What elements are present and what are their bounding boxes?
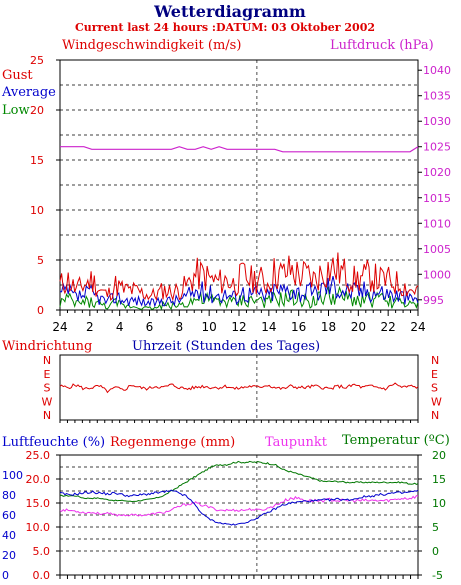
wind-tick-label: 15 <box>30 154 44 167</box>
wind-tick-label: 20 <box>30 104 44 117</box>
legend-average: Average <box>1 85 56 100</box>
rain-tick-label: 0.0 <box>33 569 51 582</box>
series-dewpoint <box>59 495 419 517</box>
direction-label-right: N <box>431 354 439 367</box>
temperature-axis-title: Temperatur (ºC) <box>342 433 450 448</box>
humidity-tick-label: 0 <box>2 569 9 582</box>
pressure-axis-title: Luftdruck (hPa) <box>330 38 434 53</box>
pressure-tick-label: 1030 <box>423 115 451 128</box>
rain-tick-label: 5.0 <box>33 545 51 558</box>
series-humidity <box>59 489 419 526</box>
legend-gust: Gust <box>2 68 33 83</box>
series-pressure <box>60 146 419 153</box>
pressure-tick-label: 1040 <box>423 64 451 77</box>
pressure-tick-label: 995 <box>423 294 444 307</box>
direction-label-right: E <box>431 368 438 381</box>
chart-subtitle: Current last 24 hours :DATUM: 03 Oktober… <box>75 21 375 34</box>
hour-tick-label: 16 <box>291 320 306 334</box>
temperature-tick-label: 20 <box>432 449 446 462</box>
pressure-tick-label: 1035 <box>423 90 451 103</box>
dew-axis-title: Taupunkt <box>265 435 328 450</box>
direction-label-left: S <box>44 382 51 395</box>
wind-tick-label: 25 <box>30 54 44 67</box>
direction-label-left: N <box>43 409 51 422</box>
hour-tick-label: 20 <box>351 320 366 334</box>
direction-label-right: S <box>431 382 438 395</box>
temperature-tick-label: 10 <box>432 497 446 510</box>
humidity-tick-label: 40 <box>2 529 16 542</box>
chart-title: Wetterdiagramm <box>153 2 306 21</box>
hour-tick-label: 8 <box>176 320 184 334</box>
rain-tick-label: 10.0 <box>26 521 51 534</box>
temperature-tick-label: 15 <box>432 473 446 486</box>
wind-tick-label: 10 <box>30 204 44 217</box>
rain-tick-label: 15.0 <box>26 497 51 510</box>
pressure-tick-label: 1010 <box>423 217 451 230</box>
rain-tick-label: 25.0 <box>26 449 51 462</box>
temperature-tick-label: -5 <box>432 569 443 582</box>
time-axis-title: Uhrzeit (Stunden des Tages) <box>132 339 320 354</box>
hour-tick-label: 12 <box>231 320 246 334</box>
wind-tick-label: 0 <box>37 304 44 317</box>
series-temperature <box>59 460 419 503</box>
hour-tick-label: 6 <box>146 320 154 334</box>
temperature-tick-label: 0 <box>432 545 439 558</box>
humidity-tick-label: 60 <box>2 509 16 522</box>
rain-axis-title: Regenmenge (mm) <box>110 435 235 450</box>
humidity-tick-label: 100 <box>2 469 23 482</box>
hour-tick-label: 14 <box>261 320 276 334</box>
hour-tick-label: 10 <box>202 320 217 334</box>
direction-label-right: W <box>431 395 442 408</box>
direction-label-left: N <box>43 354 51 367</box>
direction-axis-title: Windrichtung <box>2 339 92 354</box>
series-direction <box>59 382 419 394</box>
direction-label-left: E <box>44 368 51 381</box>
pressure-tick-label: 1025 <box>423 141 451 154</box>
hour-tick-label: 18 <box>321 320 336 334</box>
direction-label-right: N <box>431 409 439 422</box>
humidity-axis-title: Luftfeuchte (%) <box>2 435 105 450</box>
hour-tick-label: 22 <box>381 320 396 334</box>
hour-tick-label: 24 <box>52 320 67 334</box>
rain-tick-label: 20.0 <box>26 473 51 486</box>
hour-tick-label: 24 <box>410 320 425 334</box>
hour-tick-label: 4 <box>116 320 124 334</box>
pressure-tick-label: 1015 <box>423 192 451 205</box>
series-average <box>59 275 419 308</box>
pressure-tick-label: 1000 <box>423 268 451 281</box>
legend-low: Low <box>2 103 30 118</box>
direction-label-left: W <box>42 395 53 408</box>
humidity-tick-label: 20 <box>2 549 16 562</box>
wind-axis-title: Windgeschwindigkeit (m/s) <box>62 38 241 53</box>
pressure-tick-label: 1005 <box>423 243 451 256</box>
hour-tick-label: 2 <box>86 320 94 334</box>
pressure-tick-label: 1020 <box>423 166 451 179</box>
humidity-tick-label: 80 <box>2 489 16 502</box>
series-gust <box>59 252 419 302</box>
climate-plot-frame <box>59 454 419 576</box>
temperature-tick-label: 5 <box>432 521 439 534</box>
wind-tick-label: 5 <box>37 254 44 267</box>
